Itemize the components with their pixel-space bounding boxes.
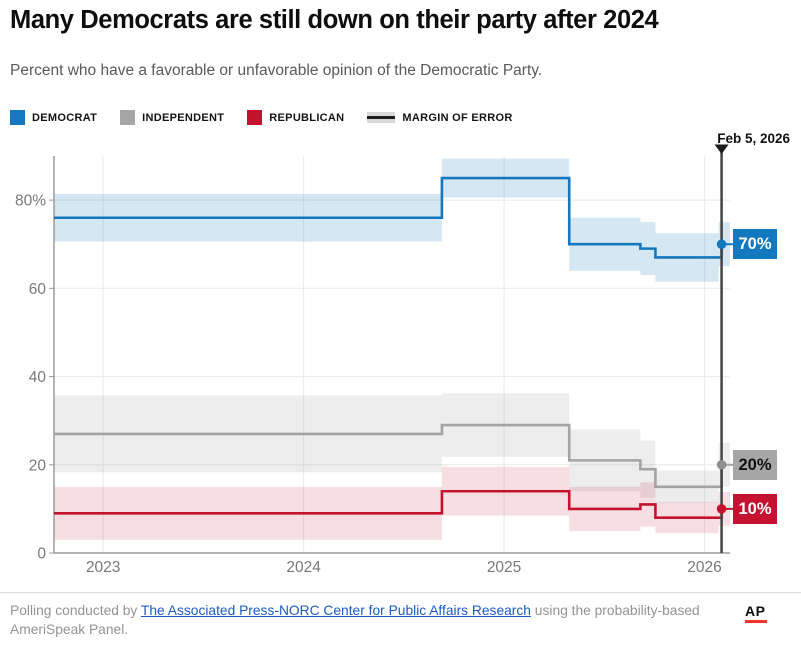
legend-label: DEMOCRAT <box>32 111 98 124</box>
footer-credit-suffix: using the probability-based AmeriSpeak P… <box>10 603 700 637</box>
legend-item-margin-of-error: MARGIN OF ERROR <box>367 112 512 124</box>
democrat-line <box>54 176 723 259</box>
y-axis-tick-label: 20 <box>29 457 47 474</box>
x-axis-tick-label: 2023 <box>86 559 120 576</box>
end-label-democrat: 70% <box>733 229 777 260</box>
legend: DEMOCRAT INDEPENDENT REPUBLICAN MARGIN OF E… <box>10 110 513 125</box>
footer-source-link[interactable]: The Associated Press-NORC Center for Pub… <box>140 603 531 618</box>
legend-item-democrat: DEMOCRAT <box>10 110 97 125</box>
ap-logo-red-bar <box>745 620 767 623</box>
footer-divider <box>0 592 801 593</box>
end-label-independent: 20% <box>733 449 777 480</box>
y-axis-tick-label: 0 <box>37 546 46 563</box>
legend-swatch-icon <box>120 110 136 125</box>
marker-triangle-icon <box>714 144 729 154</box>
y-axis-tick-label: 80% <box>15 193 46 210</box>
republican-line <box>54 489 723 520</box>
y-axis-tick-label: 60 <box>29 281 47 298</box>
x-axis-tick-label: 2024 <box>286 559 321 576</box>
footer-credit-prefix: Polling conducted by <box>10 603 141 618</box>
page-subtitle: Percent who have a favorable or unfavora… <box>10 62 543 79</box>
end-label-republican: 10% <box>733 493 777 524</box>
legend-swatch-icon <box>247 110 263 125</box>
legend-item-republican: REPUBLICAN <box>247 110 344 125</box>
legend-item-independent: INDEPENDENT <box>120 110 224 125</box>
footer-credit: Polling conducted by The Associated Pres… <box>10 601 705 639</box>
democrat-moe-band <box>54 158 730 282</box>
democrat-latest-dot <box>716 239 727 250</box>
independent-moe-band <box>54 393 730 504</box>
legend-label: MARGIN OF ERROR <box>402 111 513 124</box>
independent-line <box>54 423 723 489</box>
margin-of-error-icon <box>367 112 396 123</box>
independent-latest-dot <box>716 459 727 470</box>
x-axis-tick-label: 2026 <box>687 559 721 576</box>
ap-logo-text: AP <box>745 603 766 619</box>
ap-logo: AP <box>745 603 769 623</box>
legend-swatch-icon <box>10 110 25 125</box>
y-axis-tick-label: 40 <box>29 369 47 386</box>
legend-label: REPUBLICAN <box>269 111 345 124</box>
republican-moe-band <box>54 466 730 540</box>
page-title: Many Democrats are still down on their p… <box>10 6 659 34</box>
legend-label: INDEPENDENT <box>142 111 225 124</box>
marker-date-label: Feb 5, 2026 <box>717 131 790 146</box>
republican-latest-dot <box>716 504 727 514</box>
x-axis-tick-label: 2025 <box>487 559 521 576</box>
